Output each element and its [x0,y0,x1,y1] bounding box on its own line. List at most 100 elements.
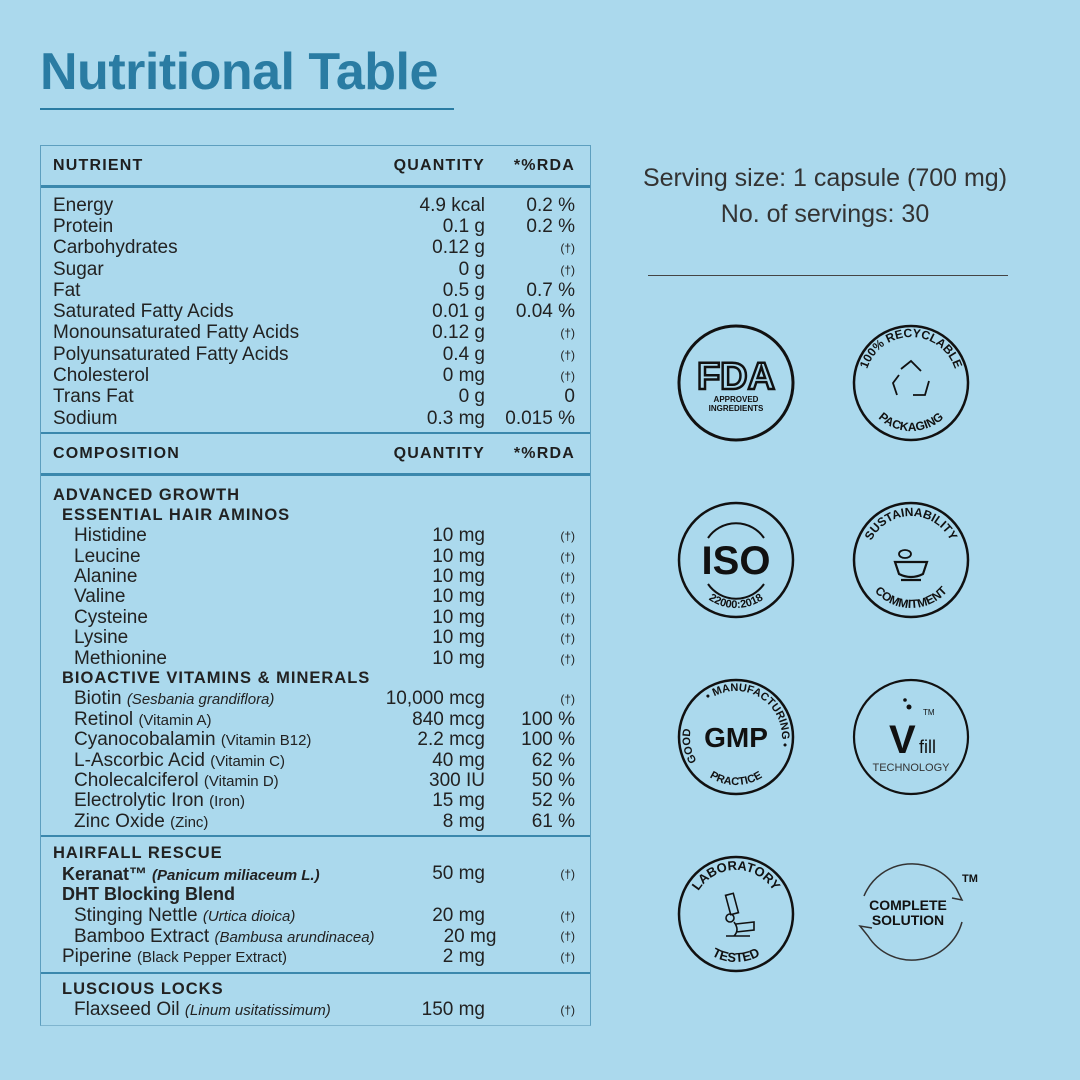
table-row: Methionine 10 mg (†) [41,648,590,670]
rda-value: (†) [560,570,575,585]
item-name: Cyanocobalamin [74,729,216,751]
rda-value: 0.2 % [526,194,575,216]
rda-value: (†) [560,610,575,625]
item-note: (Zinc) [170,813,209,831]
table-row: Energy 4.9 kcal 0.2 % [41,195,590,216]
rda-value: 0.7 % [526,279,575,301]
item-note: (Urtica dioica) [202,907,296,925]
nutrient-name: Retinol (Vitamin A) [41,709,345,731]
quantity-value: 0 g [458,258,485,280]
svg-text:LABORATORY: LABORATORY [689,858,784,893]
rda-value: (†) [560,262,575,277]
section-heading: ESSENTIAL HAIR AMINOS [41,506,590,526]
nutrient-name: Lysine [41,627,345,649]
item-name: ESSENTIAL HAIR AMINOS [62,506,291,525]
nutrient-name: Stinging Nettle (Urtica dioica) [41,905,345,927]
item-name: Histidine [74,525,147,547]
rda-value: 0.04 % [515,301,575,323]
table-row: Leucine 10 mg (†) [41,546,590,567]
nutrient-name: Carbohydrates [41,237,345,259]
item-note: (Vitamin D) [203,772,279,790]
item-note: (Sesbania grandiflora) [126,691,275,709]
table-row: Retinol (Vitamin A) 840 mcg 100 % [41,708,590,731]
quantity-value: 2 mg [442,946,485,968]
nutrient-name: Sugar [41,259,345,281]
table-row: Electrolytic Iron (Iron) 15 mg 52 % [41,790,590,812]
section-heading: ADVANCED GROWTH [41,485,590,505]
rda-value: (†) [560,549,575,564]
item-name: Cholesterol [53,365,150,387]
table-row: Keranat™ (Panicum miliaceum L.) 50 mg (†) [41,863,590,885]
section-heading: HAIRFALL RESCUE [41,843,590,864]
table-row: Polyunsaturated Fatty Acids 0.4 g (†) [41,344,590,365]
nutrition-table: NUTRIENT QUANTITY *%RDA Energy 4.9 kcal 0.… [40,145,591,1026]
item-note: (Bambusa arundinacea) [214,928,375,946]
item-name: Valine [74,586,126,608]
item-name: Protein [53,215,114,237]
quantity-value: 0.4 g [442,343,485,365]
quantity-value: 10 mg [432,525,485,547]
rda-value: (†) [560,651,575,666]
item-name: Cholecalciferol [74,769,199,791]
item-name: Cysteine [74,606,148,628]
svg-text:fill: fill [919,737,936,757]
quantity-value: 2.2 mcg [417,729,485,751]
nutrient-name: Cholesterol [41,365,345,387]
rda-value: 61 % [531,810,575,832]
rda-value: (†) [560,1003,575,1018]
quantity-column-header: QUANTITY [393,156,485,174]
quantity-value: 10 mg [432,606,485,628]
quantity-value: 10,000 mcg [385,688,485,710]
fda-approved-badge-icon: FDA APPROVED INGREDIENTS [677,324,795,442]
table-row: Carbohydrates 0.12 g (†) [41,237,590,259]
nutrient-name: Electrolytic Iron (Iron) [41,790,345,812]
item-name: Monounsaturated Fatty Acids [53,322,300,344]
serving-size: Serving size: 1 capsule (700 mg) [642,164,1008,192]
quantity-column-header: QUANTITY [393,444,485,462]
composition-header-row: COMPOSITION QUANTITY *%RDA [41,434,590,477]
nutrient-name: Cholecalciferol (Vitamin D) [41,770,345,792]
svg-text:TM: TM [962,873,978,885]
item-name: DHT Blocking Blend [62,884,236,905]
rda-value: (†) [560,908,575,923]
table-row: Sugar 0 g (†) [41,259,590,280]
item-note: (Panicum miliaceum L.) [152,866,320,884]
item-name: Energy [53,194,114,216]
nutrient-name: Cysteine [41,607,345,629]
table-row: DHT Blocking Blend [41,884,590,906]
svg-text:PRACTICE: PRACTICE [708,769,764,788]
table-row: Sodium 0.3 mg 0.015 % [41,408,590,429]
servings-count: No. of servings: 30 [720,200,930,228]
composition-section: LUSCIOUS LOCKS Flaxseed Oil (Linum usitat… [41,974,590,1025]
item-note: (Vitamin C) [210,752,285,770]
nutrient-name: Protein [41,216,345,238]
item-note: (Vitamin B12) [220,732,312,750]
item-name: Carbohydrates [53,237,178,259]
rda-value: (†) [560,369,575,384]
table-row: Alanine 10 mg (†) [41,566,590,588]
item-name: Alanine [74,566,138,588]
svg-text:COMPLETE: COMPLETE [869,897,947,913]
nutrient-name: Methionine [41,648,345,670]
table-row: Stinging Nettle (Urtica dioica) 20 mg (†) [41,905,590,926]
quantity-value: 300 IU [429,769,485,791]
quantity-value: 150 mg [421,999,485,1021]
nutrient-name: Polyunsaturated Fatty Acids [41,344,345,366]
quantity-value: 10 mg [432,566,485,588]
rda-value: (†) [560,929,575,944]
quantity-value: 840 mcg [412,708,485,730]
rda-value: 0 [564,386,575,408]
item-note: (Black Pepper Extract) [137,949,288,967]
table-row: Cysteine 10 mg (†) [41,606,590,629]
svg-text:FDA: FDA [697,356,775,398]
rda-value: (†) [560,241,575,256]
nutrient-name: L-Ascorbic Acid (Vitamin C) [41,750,345,772]
table-row: Protein 0.1 g 0.2 % [41,216,590,237]
quantity-value: 10 mg [432,586,485,608]
composition-rows: ADVANCED GROWTH ESSENTIAL HAIR AMINOS Hist… [41,476,590,1024]
quantity-value: 0.1 g [442,215,485,237]
item-name: Sodium [53,407,118,429]
rda-value: (†) [560,529,575,544]
item-name: Lysine [74,627,129,649]
nutrient-name: Monounsaturated Fatty Acids [41,322,345,344]
